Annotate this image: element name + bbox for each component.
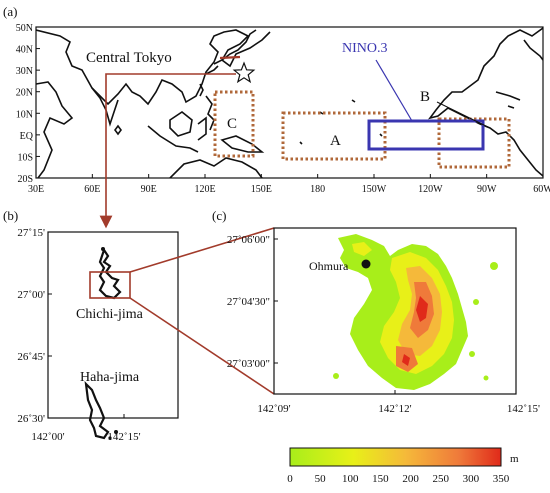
region-a-label: A (330, 133, 341, 149)
panel-c-lat-ticks: 27˚06'00" 27˚04'30" 27˚03'00" (227, 234, 278, 370)
panel-a-label: (a) (3, 4, 17, 19)
nino3-label: NINO.3 (342, 41, 388, 56)
coastlines (36, 27, 543, 178)
tokyo-highlight-line (219, 55, 241, 60)
lon-tick-label: 120W (418, 184, 443, 195)
region-b-leader-line (436, 101, 489, 128)
panel-b-label: (b) (3, 208, 18, 223)
haha-jima-label: Haha-jima (80, 370, 140, 385)
chichi-inset-box (89, 271, 131, 299)
elevation-map (333, 234, 498, 390)
lat-tick-label: 40N (16, 45, 33, 56)
lat-tick-label: 20S (17, 174, 33, 185)
lon-tick-label: 142˚00' (31, 431, 64, 443)
lon-tick-label: 60W (533, 184, 550, 195)
lat-tick-label: 27˚06'00" (227, 234, 270, 246)
lon-tick-label: 142˚15' (107, 431, 140, 443)
nino3-box (367, 119, 485, 151)
lat-tick-label: 50N (16, 23, 33, 34)
colorbar-tick-label: 0 (287, 473, 293, 485)
lat-tick-label: 27˚15' (17, 227, 45, 239)
tokyo-to-panel-b-arrow (99, 73, 236, 229)
lon-tick-label: 180 (310, 184, 325, 195)
lat-tick-label: 27˚03'00" (227, 358, 270, 370)
lat-tick-label: 26˚30' (17, 413, 45, 425)
panel-b-frame (47, 231, 179, 419)
region-c-box (213, 90, 255, 158)
lon-tick-label: 150W (362, 184, 387, 195)
central-tokyo-label: Central Tokyo (86, 50, 172, 66)
nino3-leader-line (375, 59, 413, 122)
panel-a-map: Central Tokyo NINO.3 A B C 50N 40N 30N 20N 1… (16, 23, 550, 195)
lat-tick-label: 10S (17, 152, 33, 163)
colorbar-unit: m (510, 453, 519, 465)
colorbar-tick-label: 150 (372, 473, 389, 485)
region-c-label: C (227, 116, 237, 132)
lon-tick-label: 120E (194, 184, 215, 195)
panel-a-lon-ticks: 30E 60E 90E 120E 150E 180 150W 120W 90W 60W (28, 174, 550, 195)
lon-tick-label: 150E (251, 184, 272, 195)
inset-connector-top (129, 227, 275, 273)
panel-b-lon-ticks: 142˚00' 142˚15' (31, 414, 141, 443)
lat-tick-label: 30N (16, 66, 33, 77)
colorbar: 0 50 100 150 200 250 300 350 m (287, 447, 519, 485)
panel-a-lat-ticks: 50N 40N 30N 20N 10N EQ 10S 20S (16, 23, 40, 185)
lat-tick-label: 27˚04'30" (227, 296, 270, 308)
lon-tick-label: 60E (84, 184, 100, 195)
panel-b-map: Chichi-jima Haha-jima 27˚15' 27˚00' 26˚45'… (17, 227, 179, 443)
panel-a-frame (35, 26, 544, 179)
region-b-label: B (420, 89, 430, 105)
lat-tick-label: 10N (16, 109, 33, 120)
region-b-box (437, 117, 511, 169)
inset-connector-bottom (129, 297, 275, 395)
chichi-islet (101, 247, 105, 251)
chichi-jima-outline (98, 247, 122, 300)
panel-c-label: (c) (212, 208, 226, 223)
colorbar-tick-label: 250 (432, 473, 449, 485)
colorbar-ticks: 0 50 100 150 200 250 300 350 (287, 473, 510, 485)
colorbar-tick-label: 100 (342, 473, 359, 485)
lon-tick-label: 142˚15' (507, 403, 540, 415)
panel-c-lon-ticks: 142˚09' 142˚12' 142˚15' (257, 390, 540, 415)
colorbar-tick-label: 300 (463, 473, 480, 485)
haha-islet-1 (114, 430, 118, 434)
haha-jima-outline (84, 380, 110, 440)
colorbar-tick-label: 200 (402, 473, 419, 485)
lon-tick-label: 90E (141, 184, 157, 195)
lat-tick-label: 20N (16, 88, 33, 99)
colorbar-tick-label: 50 (315, 473, 327, 485)
lon-tick-label: 30E (28, 184, 44, 195)
ohmura-marker (361, 259, 371, 269)
lat-tick-label: 27˚00' (17, 289, 45, 301)
central-tokyo-star-icon (232, 61, 256, 84)
haha-islet-2 (108, 436, 112, 440)
lat-tick-label: 26˚45' (17, 351, 45, 363)
lat-tick-label: EQ (20, 131, 34, 142)
panel-b-lat-ticks: 27˚15' 27˚00' 26˚45' 26˚30' (17, 227, 52, 425)
colorbar-gradient (289, 447, 502, 467)
colorbar-tick-label: 350 (493, 473, 510, 485)
lon-tick-label: 90W (477, 184, 497, 195)
lon-tick-label: 142˚09' (257, 403, 290, 415)
lon-tick-label: 142˚12' (378, 403, 411, 415)
chichi-jima-label: Chichi-jima (76, 307, 144, 322)
region-a-box (281, 111, 387, 161)
ohmura-label: Ohmura (309, 259, 349, 273)
panel-c-map: Ohmura 27˚06'00" 27˚04'30" 27˚03'00" 142˚0… (227, 227, 540, 415)
